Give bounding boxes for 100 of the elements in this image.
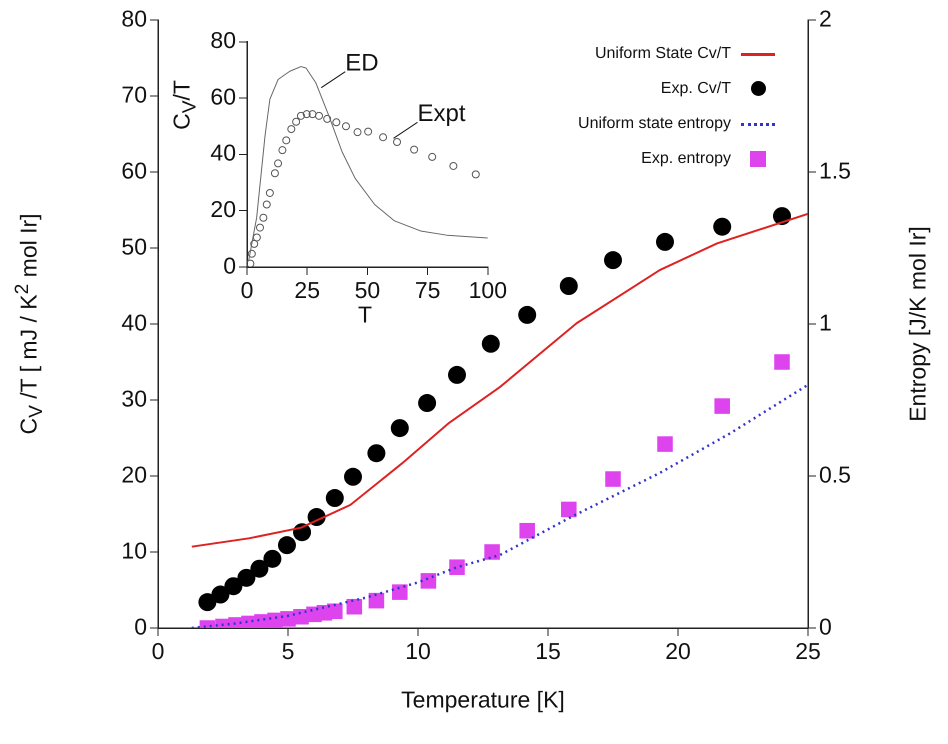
point: [774, 354, 790, 370]
point: [346, 598, 362, 614]
x-tick-label: 5: [282, 638, 294, 664]
y-tick-label: 50: [121, 233, 147, 260]
x-axis-title: T: [358, 302, 372, 328]
point: [354, 128, 362, 136]
point: [561, 502, 577, 518]
point: [278, 536, 296, 554]
point: [274, 159, 282, 168]
point: [449, 559, 465, 575]
point: [247, 260, 254, 267]
point: [379, 133, 388, 142]
point: [263, 550, 282, 568]
point: [250, 240, 258, 248]
y-tick-label: 20: [121, 461, 147, 488]
point: [270, 169, 279, 178]
point: [605, 471, 621, 487]
x-tick-label: 0: [240, 277, 254, 304]
point: [282, 136, 290, 144]
point: [448, 366, 466, 384]
x-tick-label: 100: [468, 277, 507, 304]
y2-axis-title: Entropy [J/K mol Ir]: [904, 226, 932, 422]
y-tick-label: 0: [134, 613, 147, 640]
point: [278, 146, 286, 154]
x-tick-label: 75: [414, 277, 440, 304]
point: [315, 112, 324, 120]
y2-tick-label: 1.5: [819, 157, 851, 184]
point: [250, 560, 268, 578]
point: [248, 250, 256, 258]
point: [326, 489, 344, 508]
point: [224, 577, 242, 596]
y-tick-label: 80: [121, 5, 147, 32]
point: [472, 170, 480, 178]
x-tick-label: 25: [795, 638, 821, 664]
point: [390, 419, 409, 438]
y2-tick-label: 1: [819, 309, 832, 336]
y-tick-label: 10: [121, 537, 147, 564]
point: [266, 188, 274, 197]
y-tick-label: 60: [121, 157, 147, 184]
point: [292, 118, 300, 126]
x-tick-label: 20: [665, 638, 691, 664]
y2-tick-label: 0.5: [819, 461, 851, 488]
point: [256, 224, 264, 232]
x-tick-label: 25: [294, 277, 320, 304]
x-tick-label: 10: [405, 638, 431, 664]
point: [560, 277, 578, 295]
line-series: [190, 384, 808, 628]
point: [428, 152, 436, 161]
point: [198, 593, 216, 612]
x-tick-label: 15: [535, 638, 561, 664]
point: [287, 125, 296, 134]
y-tick-label: 40: [210, 140, 236, 166]
point: [420, 573, 436, 589]
point: [211, 586, 230, 604]
point: [393, 138, 402, 146]
y2-tick-label: 2: [819, 5, 832, 32]
x-tick-label: 50: [354, 277, 380, 304]
point: [327, 604, 343, 620]
annotation: ED: [345, 49, 379, 76]
point: [604, 251, 622, 270]
y-tick-label: 30: [121, 385, 147, 412]
point: [259, 214, 268, 222]
point: [713, 218, 732, 236]
y-tick-label: 60: [210, 83, 236, 110]
annotation: Expt: [417, 100, 466, 127]
point: [344, 468, 362, 486]
point: [262, 200, 271, 209]
point: [714, 398, 730, 414]
point: [323, 114, 332, 123]
y-tick-label: 0: [223, 252, 236, 278]
legend-label: Uniform State Cv/T: [594, 44, 731, 62]
legend-label: Exp. entropy: [641, 150, 731, 168]
point: [418, 394, 436, 412]
legend-label: Uniform state entropy: [578, 114, 731, 132]
y-tick-label: 20: [210, 196, 236, 222]
point: [342, 122, 350, 130]
point: [392, 584, 408, 600]
point: [308, 110, 316, 118]
point: [410, 146, 418, 154]
point: [518, 306, 536, 324]
point: [657, 436, 673, 452]
point: [364, 128, 372, 136]
legend-label: Exp. Cv/T: [660, 80, 731, 98]
point: [302, 110, 311, 118]
y-tick-label: 40: [121, 309, 147, 336]
point: [656, 232, 674, 251]
point: [449, 162, 458, 170]
point: [368, 592, 384, 608]
point: [296, 112, 305, 120]
point: [484, 544, 500, 560]
y-tick-label: 80: [210, 27, 236, 54]
point: [252, 233, 261, 242]
y2-tick-label: 0: [819, 613, 832, 640]
point: [332, 118, 340, 126]
point: [237, 568, 256, 587]
x-axis-title: Temperature [K]: [401, 686, 565, 714]
x-tick-label: 0: [152, 638, 164, 664]
point: [519, 522, 535, 538]
y-tick-label: 70: [121, 81, 147, 108]
point: [482, 334, 500, 353]
